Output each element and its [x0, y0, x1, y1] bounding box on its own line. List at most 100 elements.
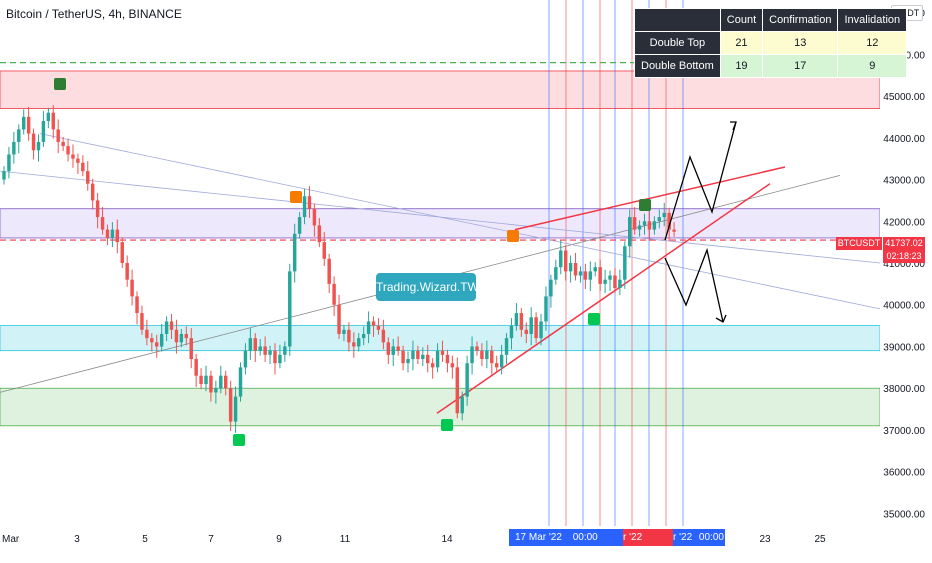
candle-body	[549, 279, 553, 297]
candle-body	[76, 158, 80, 163]
stats-cell: 9	[837, 54, 908, 78]
candle-body	[327, 258, 331, 284]
candle-body	[66, 146, 70, 155]
candle-body	[672, 229, 676, 232]
candle-body	[105, 229, 110, 238]
candle-body	[219, 375, 223, 389]
stats-cell: 17	[762, 54, 839, 78]
candle-body	[524, 329, 528, 334]
candle-body	[268, 350, 272, 355]
candle-body	[273, 350, 277, 364]
candle-body	[347, 329, 351, 343]
candle-body	[174, 329, 179, 343]
time-label-1: 00:00	[572, 532, 598, 543]
price-tick-label: 44000.00	[883, 134, 925, 145]
candle-body	[140, 313, 144, 330]
candle-body	[312, 208, 317, 226]
candle-body	[31, 133, 36, 151]
descending-trend-line	[39, 133, 881, 310]
zone-purple	[0, 208, 881, 239]
pattern-marker	[588, 313, 600, 325]
ascending-resistance-line	[514, 166, 786, 231]
time-tick-label: 14	[441, 534, 453, 545]
candle-body	[480, 350, 484, 360]
candle-body	[81, 162, 85, 172]
candle-body	[204, 375, 208, 385]
candle-body	[514, 313, 519, 326]
date-range-box-3: r '22 00:00	[673, 529, 725, 546]
candle-body	[194, 359, 198, 376]
price-tick-label: 39000.00	[883, 342, 925, 353]
candle-body	[450, 363, 455, 368]
price-tick-label: 45000.00	[883, 92, 925, 103]
candle-body	[559, 250, 563, 268]
candle-body	[36, 141, 41, 151]
candle-body	[95, 200, 100, 218]
candle-body	[90, 183, 95, 201]
candle-body	[470, 346, 474, 364]
candle-body	[421, 354, 425, 360]
candle-body	[667, 212, 671, 230]
candle-body	[169, 321, 174, 330]
zone-cyan	[0, 325, 881, 352]
candle-body	[7, 154, 11, 172]
candle-body	[199, 375, 203, 385]
pattern-marker	[507, 230, 519, 242]
candle-body	[120, 242, 124, 263]
candle-body	[179, 333, 184, 343]
candle-body	[573, 263, 578, 276]
candle-body	[637, 225, 642, 230]
pattern-marker	[639, 199, 651, 211]
candle-body	[598, 267, 602, 284]
candle-body	[263, 346, 267, 355]
watermark-label: Trading.Wizard.TW	[376, 273, 479, 301]
candle-body	[342, 329, 346, 334]
candle-body	[445, 354, 450, 364]
time-tick-label: 25	[814, 534, 826, 545]
candle-body	[283, 346, 287, 355]
ascending-support-line	[436, 183, 771, 414]
candle-body	[233, 396, 238, 422]
symbol-label: BTCUSDT	[836, 237, 882, 250]
pattern-marker	[290, 191, 302, 203]
price-tick-label: 41000.00	[883, 259, 925, 270]
candle-body	[46, 112, 51, 122]
candle-body	[110, 229, 115, 238]
candle-body	[519, 313, 524, 330]
price-tick-label: 42000.00	[883, 217, 925, 228]
candle-body	[371, 321, 376, 326]
candle-body	[563, 250, 568, 272]
candle-body	[499, 354, 504, 368]
candle-body	[623, 246, 627, 280]
candle-body	[41, 121, 46, 142]
stats-cell: 19	[719, 54, 764, 78]
candle-body	[608, 275, 612, 280]
bearish-projection-arrow	[664, 247, 724, 323]
candle-body	[494, 363, 499, 368]
candle-body	[509, 325, 514, 339]
date-range-box-1: 17 Mar '22 00:00 00:00	[509, 529, 623, 560]
descending-trend-line-2	[0, 170, 881, 264]
candle-body	[155, 342, 159, 347]
candle-body	[115, 229, 120, 243]
pattern-marker	[54, 78, 66, 90]
candle-body	[352, 342, 356, 347]
price-tick-label: 38000.00	[883, 384, 925, 395]
time-label-4: 00:00	[698, 532, 724, 543]
stats-cell: 21	[719, 31, 764, 55]
candle-body	[485, 350, 489, 360]
candle-body	[150, 338, 154, 343]
candle-body	[130, 279, 134, 297]
candle-body	[504, 338, 509, 355]
candle-body	[366, 321, 371, 334]
zone-green	[0, 387, 881, 427]
candle-body	[662, 212, 666, 218]
candle-body	[21, 116, 26, 130]
candle-body	[425, 354, 430, 364]
candle-body	[475, 346, 479, 351]
chart-canvas[interactable]: 35000.00 36000.00 37000.00 38000.00 39000.00…	[0, 0, 932, 550]
candle-body	[223, 375, 228, 389]
candle-body	[297, 217, 302, 234]
time-axis-bg	[0, 528, 932, 550]
price-tick-label: 36000.00	[883, 468, 925, 479]
